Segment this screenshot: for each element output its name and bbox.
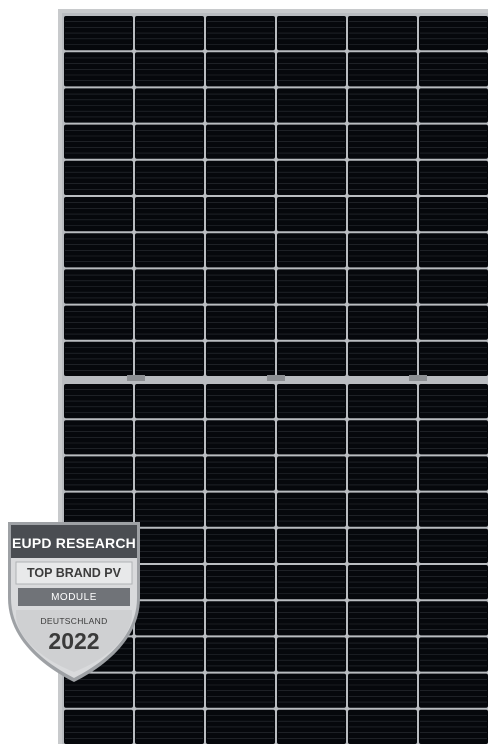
- junction-connector: [409, 375, 427, 381]
- badge-year: 2022: [48, 628, 100, 654]
- junction-connector: [267, 375, 285, 381]
- junction-connector: [127, 375, 145, 381]
- cell-grid: [64, 16, 488, 744]
- badge-title: EUPD RESEARCH: [12, 535, 136, 551]
- center-junction-strips: [127, 375, 427, 381]
- badge-category: MODULE: [51, 592, 97, 603]
- badge-brand-line: TOP BRAND PV: [26, 566, 121, 580]
- badge-country: DEUTSCHLAND: [40, 616, 108, 626]
- eupd-award-badge: EUPD RESEARCH TOP BRAND PV MODULE DEUTSC…: [6, 520, 142, 684]
- shield-icon: [8, 522, 140, 682]
